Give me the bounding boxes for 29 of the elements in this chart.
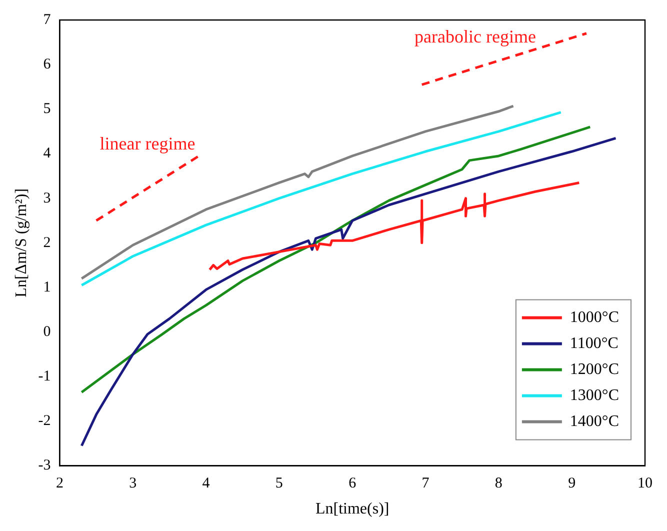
- y-tick-label: 2: [43, 234, 51, 251]
- x-tick-label: 6: [348, 476, 357, 492]
- y-tick-label: -3: [38, 458, 51, 474]
- y-tick-label: 5: [43, 101, 51, 118]
- y-tick-label: 0: [43, 324, 51, 340]
- legend-label: 1200°C: [570, 361, 620, 378]
- y-tick-label: 6: [43, 56, 52, 73]
- y-tick-label: 4: [43, 146, 52, 162]
- legend-label: 1100°C: [570, 335, 618, 352]
- x-axis-title: Ln[time(s)]: [315, 500, 390, 518]
- x-tick-label: 2: [56, 476, 64, 492]
- y-tick-label: 7: [43, 12, 52, 28]
- x-tick-label: 8: [494, 476, 502, 492]
- annotation: parabolic regime: [414, 26, 536, 47]
- y-tick-label: 3: [43, 190, 51, 206]
- x-tick-label: 3: [129, 476, 137, 492]
- y-axis-title: Ln[Δm/S (g/m²)]: [12, 188, 30, 298]
- y-tick-label: 1: [43, 279, 51, 296]
- x-tick-label: 4: [202, 476, 210, 492]
- x-tick-label: 9: [568, 476, 576, 492]
- x-tick-label: 7: [422, 476, 430, 492]
- annotation: linear regime: [100, 134, 196, 154]
- y-tick-label: -2: [38, 413, 51, 430]
- legend-label: 1000°C: [570, 309, 620, 326]
- y-tick-label: -1: [38, 368, 51, 385]
- legend-label: 1300°C: [570, 387, 620, 404]
- legend-label: 1400°C: [570, 413, 620, 430]
- x-tick-label: 5: [275, 476, 283, 492]
- x-tick-label: 10: [638, 476, 652, 492]
